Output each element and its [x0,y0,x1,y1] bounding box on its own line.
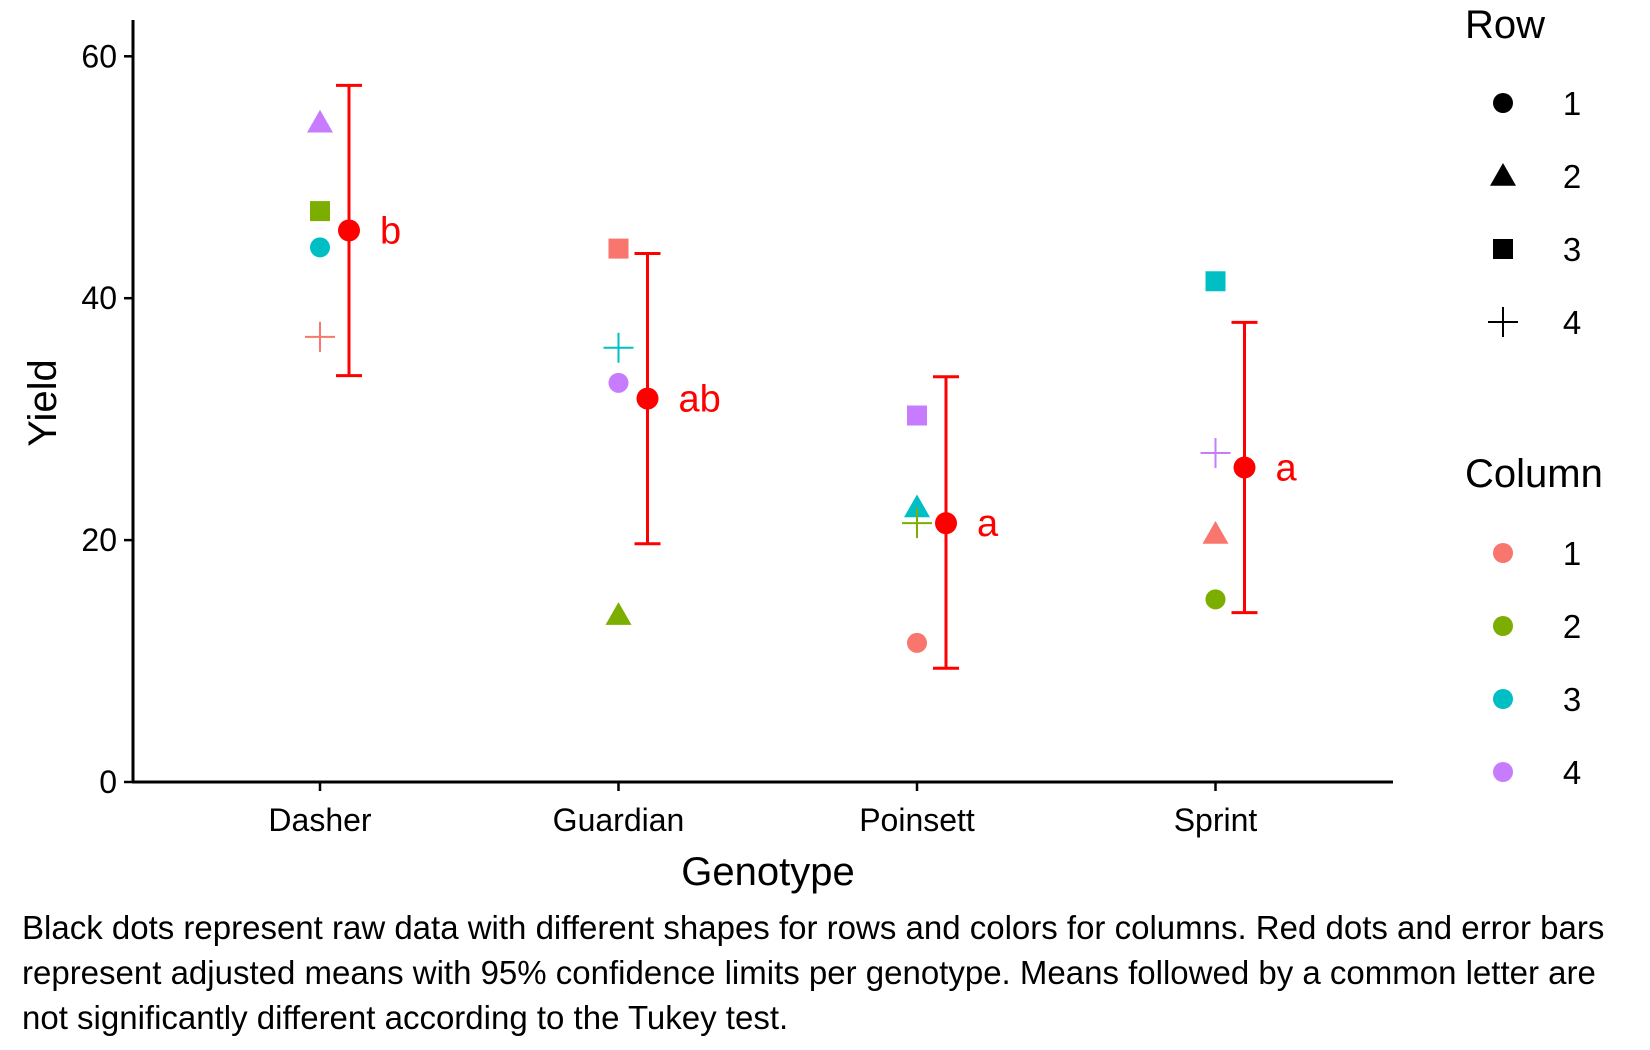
legend-row-key [1493,239,1513,259]
legend-row-key [1493,93,1513,113]
raw-point [603,332,634,363]
raw-point [608,372,629,393]
raw-point [310,237,330,258]
raw-point [902,508,932,539]
legend-row-key [1488,307,1518,337]
y-axis-title: Yield [21,359,65,446]
raw-point [1205,271,1226,292]
tukey-letter: ab [679,379,721,421]
raw-point [608,238,629,259]
y-tick-label: 60 [81,38,117,74]
x-tick-label: Sprint [1174,802,1258,838]
axes: 0 20 40 60 Dasher Guardian Poinsett Sprint Genot… [21,20,1393,894]
legend-column-title: Column [1465,452,1603,496]
raw-point [1205,589,1226,610]
legend-column-label: 4 [1563,754,1581,791]
mean-point [1233,456,1256,479]
figure-caption: Black dots represent raw data with diffe… [22,909,1605,1036]
mean-point [338,219,360,242]
raw-data-points [305,109,1231,653]
legend-column-label: 3 [1563,681,1581,718]
y-tick-label: 40 [81,280,117,316]
legend-column-key [1493,616,1513,636]
raw-point [907,405,927,426]
raw-point [305,321,335,352]
tukey-letter: a [977,503,999,545]
adjusted-means: b ab a a [336,83,1298,670]
raw-point [307,109,333,133]
raw-point [1202,521,1229,544]
legend-column-key [1493,689,1513,709]
legend-row-key [1490,163,1516,186]
raw-point [310,201,330,222]
yield-chart: 0 20 40 60 Dasher Guardian Poinsett Sprint Genot… [21,3,1603,894]
legend-column-label: 2 [1563,608,1581,645]
x-axis-title: Genotype [681,850,854,894]
y-tick-label: 20 [81,522,117,558]
mean-point [636,387,659,410]
x-tick-label: Dasher [268,802,372,838]
tukey-letter: a [1276,448,1298,490]
legend-row-title: Row [1465,3,1545,47]
legend-column-label: 1 [1563,535,1581,572]
raw-point [904,494,930,518]
legend-row-label: 3 [1563,231,1581,268]
raw-point [907,632,927,653]
x-tick-label: Guardian [553,802,685,838]
legend-column-key [1493,543,1513,563]
tukey-letter: b [380,210,401,252]
raw-point [605,602,632,625]
legend: Row 1 2 3 4 Column 1 2 3 4 [1465,3,1603,791]
legend-column-key [1493,762,1513,782]
y-tick-label: 0 [99,764,117,800]
x-tick-label: Poinsett [859,802,975,838]
legend-row-label: 1 [1563,85,1581,122]
legend-row-label: 2 [1563,158,1581,195]
raw-point [1200,438,1231,469]
legend-row-label: 4 [1563,304,1581,341]
mean-point [935,512,957,535]
